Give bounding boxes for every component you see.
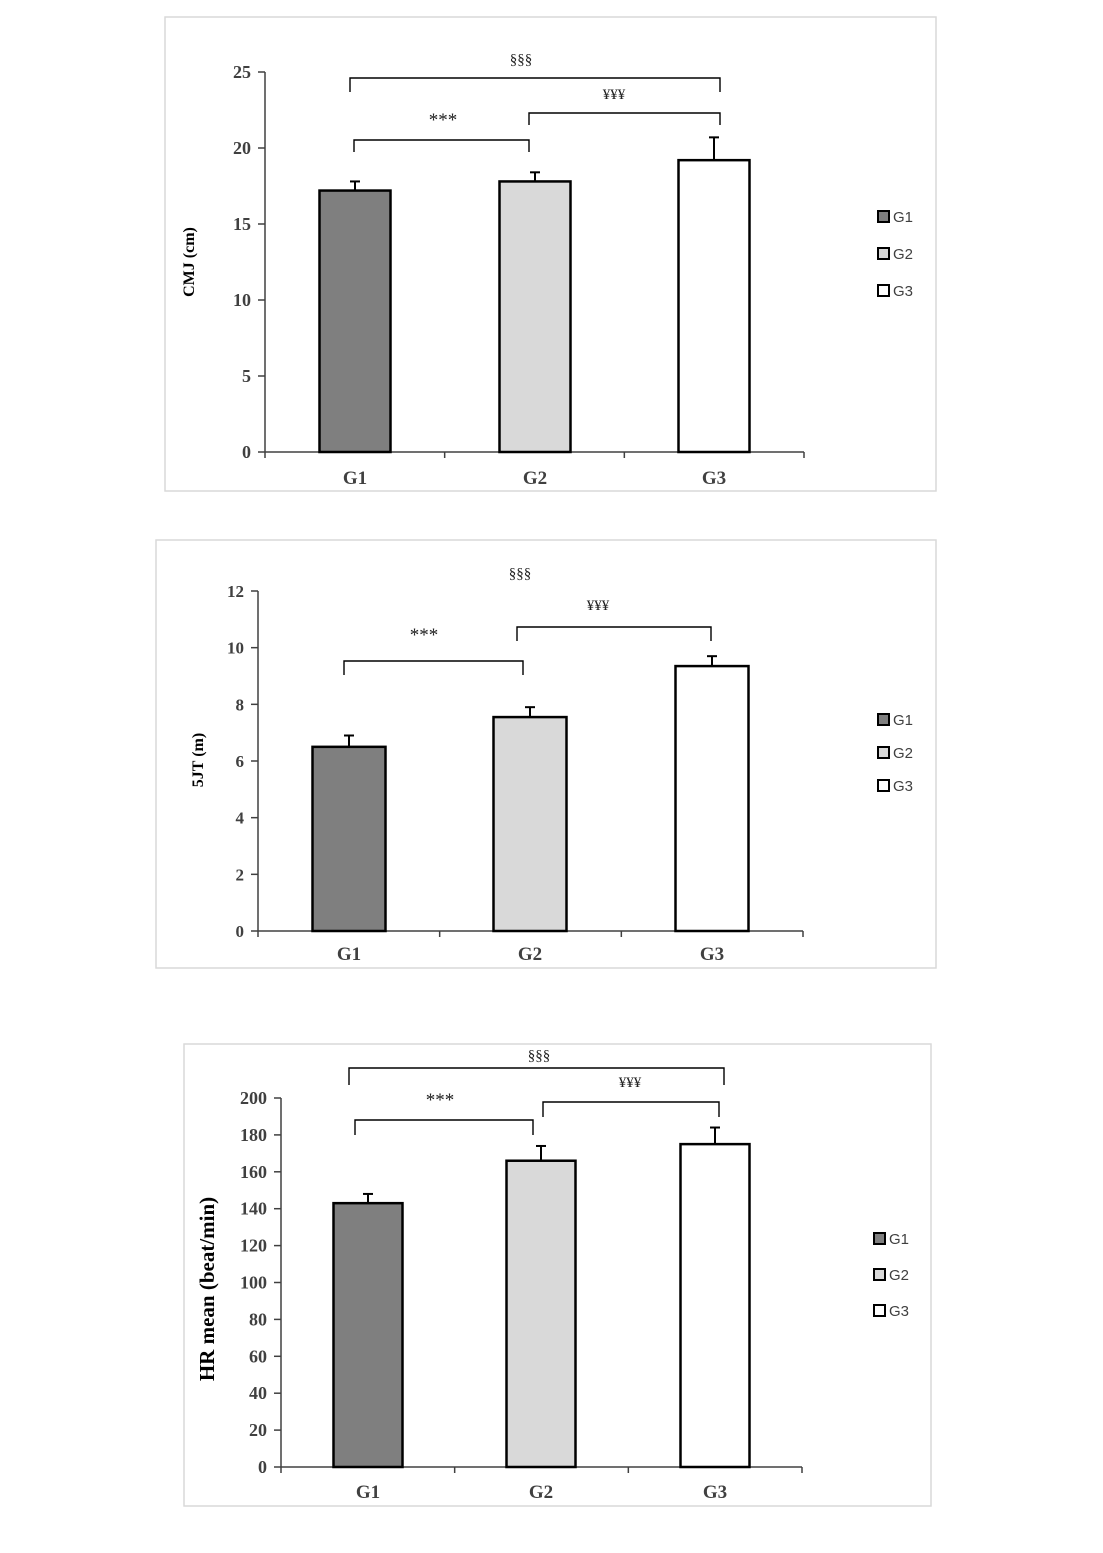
legend-label: G3 [893, 283, 913, 300]
legend-swatch-g1 [877, 713, 890, 726]
x-category-label: G3 [703, 1482, 727, 1503]
significance-bracket [349, 77, 721, 92]
y-tick-label: 2 [236, 865, 245, 884]
chart-panel-1: 0 5 10 15 20 25 G1 G2 G3 CMJ (cm) *** ¥¥¥ §§§ G1 G2 G3 [164, 16, 937, 492]
legend-swatch-g1 [873, 1232, 886, 1245]
y-tick-label: 40 [249, 1383, 267, 1403]
legend-swatch-g2 [877, 746, 890, 759]
y-axis-title: CMJ (cm) [181, 227, 198, 297]
x-category-label: G2 [518, 944, 542, 965]
x-category-label: G1 [337, 944, 361, 965]
legend-swatch-g2 [877, 247, 890, 260]
x-category-label: G1 [343, 468, 367, 489]
chart-frame [183, 1043, 932, 1507]
significance-bracket [528, 112, 721, 125]
legend-swatch-g2 [873, 1268, 886, 1281]
y-tick-label: 100 [240, 1273, 267, 1293]
x-category-label: G1 [356, 1482, 380, 1503]
y-tick-label: 200 [240, 1088, 267, 1108]
x-category-label: G2 [529, 1482, 553, 1503]
y-tick-label: 80 [249, 1309, 267, 1329]
y-tick-label: 60 [249, 1346, 267, 1366]
y-tick-label: 15 [233, 214, 251, 234]
y-tick-label: 12 [227, 582, 244, 601]
chart-panel-2: 0 2 4 6 8 10 12 G1 G2 G3 5JT (m) *** ¥¥¥ §§§ G1 G2 G3 [155, 539, 937, 969]
legend-swatch-g1 [877, 210, 890, 223]
chart-panel-3: 0 20 40 60 80 100 120 140 160 180 200 G1 G2 G3 HR mean… [183, 1043, 932, 1507]
legend-label: G3 [893, 778, 913, 795]
x-category-label: G3 [700, 944, 724, 965]
y-tick-label: 25 [233, 62, 251, 82]
significance-bracket [348, 1067, 725, 1085]
bar-g1 [318, 189, 392, 454]
legend-label: G3 [889, 1303, 909, 1320]
significance-label: §§§ [509, 566, 532, 582]
significance-bracket [516, 626, 712, 641]
y-tick-label: 4 [236, 809, 245, 828]
y-axis-title: HR mean (beat/min) [195, 1197, 219, 1381]
bar-g2 [492, 715, 568, 933]
y-tick-label: 5 [242, 366, 251, 386]
legend-label: G1 [893, 712, 913, 729]
significance-bracket [353, 139, 530, 152]
y-tick-label: 6 [236, 752, 245, 771]
y-tick-label: 20 [233, 138, 251, 158]
y-tick-label: 0 [242, 442, 251, 462]
y-tick-label: 140 [240, 1199, 267, 1219]
chart-frame [155, 539, 937, 969]
significance-label: ¥¥¥ [603, 87, 626, 103]
significance-label: §§§ [528, 1048, 551, 1064]
y-tick-label: 0 [258, 1457, 267, 1477]
y-tick-label: 120 [240, 1236, 267, 1256]
y-tick-label: 10 [227, 639, 244, 658]
x-category-label: G3 [702, 468, 726, 489]
significance-bracket [354, 1119, 534, 1135]
y-tick-label: 180 [240, 1125, 267, 1145]
legend-label: G2 [893, 745, 913, 762]
y-tick-label: 20 [249, 1420, 267, 1440]
bar-g2 [498, 180, 572, 454]
significance-bracket [542, 1101, 720, 1117]
legend-label: G2 [889, 1267, 909, 1284]
y-tick-label: 0 [236, 922, 245, 941]
y-tick-label: 160 [240, 1162, 267, 1182]
significance-label: ¥¥¥ [587, 598, 610, 614]
y-tick-label: 10 [233, 290, 251, 310]
bar-g1 [332, 1201, 404, 1469]
legend-swatch-g3 [877, 779, 890, 792]
bar-g1 [311, 745, 387, 933]
significance-label: §§§ [510, 52, 533, 68]
bar-g3 [677, 158, 751, 454]
significance-label: *** [429, 110, 458, 131]
bar-g3 [679, 1142, 751, 1469]
significance-bracket [343, 660, 524, 675]
significance-label: *** [410, 625, 439, 646]
chart-frame [164, 16, 937, 492]
legend-label: G2 [893, 246, 913, 263]
legend-label: G1 [889, 1231, 909, 1248]
y-tick-label: 8 [236, 695, 245, 714]
y-axis-title: 5JT (m) [190, 733, 207, 787]
significance-label: *** [426, 1090, 455, 1111]
bar-g2 [505, 1159, 577, 1469]
legend-label: G1 [893, 209, 913, 226]
legend-swatch-g3 [873, 1304, 886, 1317]
significance-label: ¥¥¥ [619, 1075, 642, 1091]
bar-g3 [674, 664, 750, 933]
x-category-label: G2 [523, 468, 547, 489]
legend-swatch-g3 [877, 284, 890, 297]
